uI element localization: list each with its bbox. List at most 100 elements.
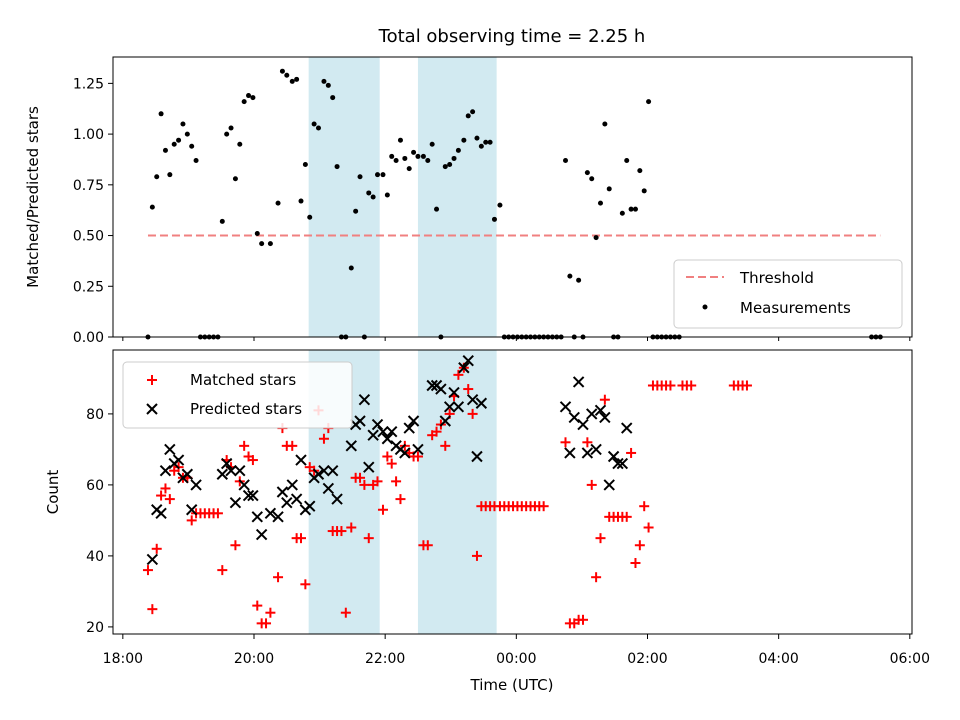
matched-star-point [463, 384, 474, 395]
measurement-point [483, 139, 489, 145]
matched-star-point [422, 540, 433, 551]
shaded-interval [308, 57, 380, 337]
predicted-star-point [225, 464, 237, 477]
x-tick-label: 00:00 [496, 651, 536, 667]
matched-star-point [741, 380, 752, 391]
matched-star-point [247, 455, 258, 466]
matched-star-point [160, 483, 171, 494]
predicted-star-point [358, 393, 371, 406]
measurement-point [315, 125, 321, 131]
legend-predicted-label: Predicted stars [190, 400, 302, 418]
predicted-star-point [559, 401, 572, 413]
matched-star-point [186, 515, 197, 526]
matched-star-point [252, 600, 263, 611]
predicted-star-point [371, 418, 384, 431]
predicted-star-point [190, 479, 202, 491]
predicted-star-point [377, 425, 389, 438]
measurement-point [311, 121, 317, 127]
measurement-point [619, 210, 625, 216]
measurement-point [380, 172, 386, 178]
predicted-star-point [272, 511, 284, 523]
predicted-star-point [616, 457, 629, 470]
measurement-point [451, 155, 457, 161]
measurement-point [353, 208, 359, 214]
bottom-y-tick-label: 20 [86, 620, 104, 636]
measurement-point [325, 82, 331, 88]
matched-star-point [686, 380, 697, 391]
measurement-point [465, 113, 471, 119]
predicted-star-point [264, 507, 277, 520]
x-tick-label: 22:00 [365, 651, 405, 667]
predicted-star-point [276, 486, 289, 498]
predicted-star-point [322, 482, 335, 495]
measurement-point [167, 172, 173, 178]
measurement-point [357, 174, 363, 180]
predicted-star-point [475, 397, 488, 409]
top-panel: 0.00 0.25 0.50 0.75 1.00 1.25 Matched/Predict… [24, 56, 913, 346]
measurement-point [628, 206, 634, 212]
matched-star-point [147, 604, 158, 615]
predicted-star-point [354, 415, 366, 427]
measurement-point [389, 153, 395, 159]
predicted-star-point [247, 489, 259, 502]
measurement-point [589, 176, 595, 182]
measurement-point [478, 143, 484, 149]
predicted-star-point [439, 415, 451, 427]
predicted-star-point [621, 422, 633, 434]
matched-star-point [453, 369, 464, 380]
matched-star-point [599, 394, 610, 405]
bottom-y-axis-label: Count [44, 470, 62, 515]
top-legend-box [673, 259, 903, 329]
predicted-star-point [386, 425, 398, 438]
bottom-legend-box [122, 361, 353, 429]
predicted-star-point [164, 443, 176, 456]
measurement-point [593, 235, 599, 241]
matched-star-point [634, 540, 645, 551]
measurement-point [366, 190, 372, 196]
measurement-point [294, 76, 300, 82]
predicted-star-point [466, 393, 479, 406]
measurement-point [259, 241, 265, 247]
measurement-point [321, 78, 327, 84]
measurement-point [584, 170, 590, 176]
predicted-star-point [452, 401, 465, 413]
measurement-point [162, 147, 168, 153]
measurement-point [176, 137, 182, 143]
matched-star-point [578, 614, 588, 625]
measurement-point [397, 137, 403, 143]
predicted-star-point [572, 376, 585, 388]
measurement-point [411, 149, 417, 155]
top-y-tick-label: 0.25 [73, 279, 104, 295]
predicted-star-point [399, 447, 411, 459]
measurement-point [434, 206, 440, 212]
measurement-point [189, 143, 195, 149]
matched-star-point [391, 476, 402, 487]
matched-star-point [217, 565, 228, 576]
measurement-point [491, 216, 497, 222]
bottom-y-tick-label: 40 [86, 549, 104, 565]
legend-measurements-swatch [702, 304, 708, 310]
predicted-star-point [251, 511, 263, 523]
measurement-point [232, 176, 238, 182]
measurement-point [275, 200, 281, 206]
measurement-point [228, 125, 234, 131]
predicted-star-point [286, 479, 298, 491]
top-y-tick-label: 0.75 [73, 178, 104, 194]
measurement-point [487, 139, 493, 145]
x-tick-label: 04:00 [758, 651, 798, 667]
shaded-interval [417, 350, 497, 634]
measurement-point [149, 204, 155, 210]
predicted-star-point [407, 415, 420, 427]
predicted-star-point [220, 457, 233, 470]
measurement-point [497, 202, 503, 208]
matched-star-point [586, 479, 597, 490]
measurement-point [302, 162, 308, 168]
predicted-star-point [412, 443, 424, 456]
measurement-point [241, 99, 247, 105]
predicted-star-point [471, 450, 483, 463]
predicted-star-point [234, 464, 246, 477]
matched-star-point [300, 579, 311, 590]
measurement-point [420, 153, 426, 159]
measurement-point [576, 277, 582, 283]
